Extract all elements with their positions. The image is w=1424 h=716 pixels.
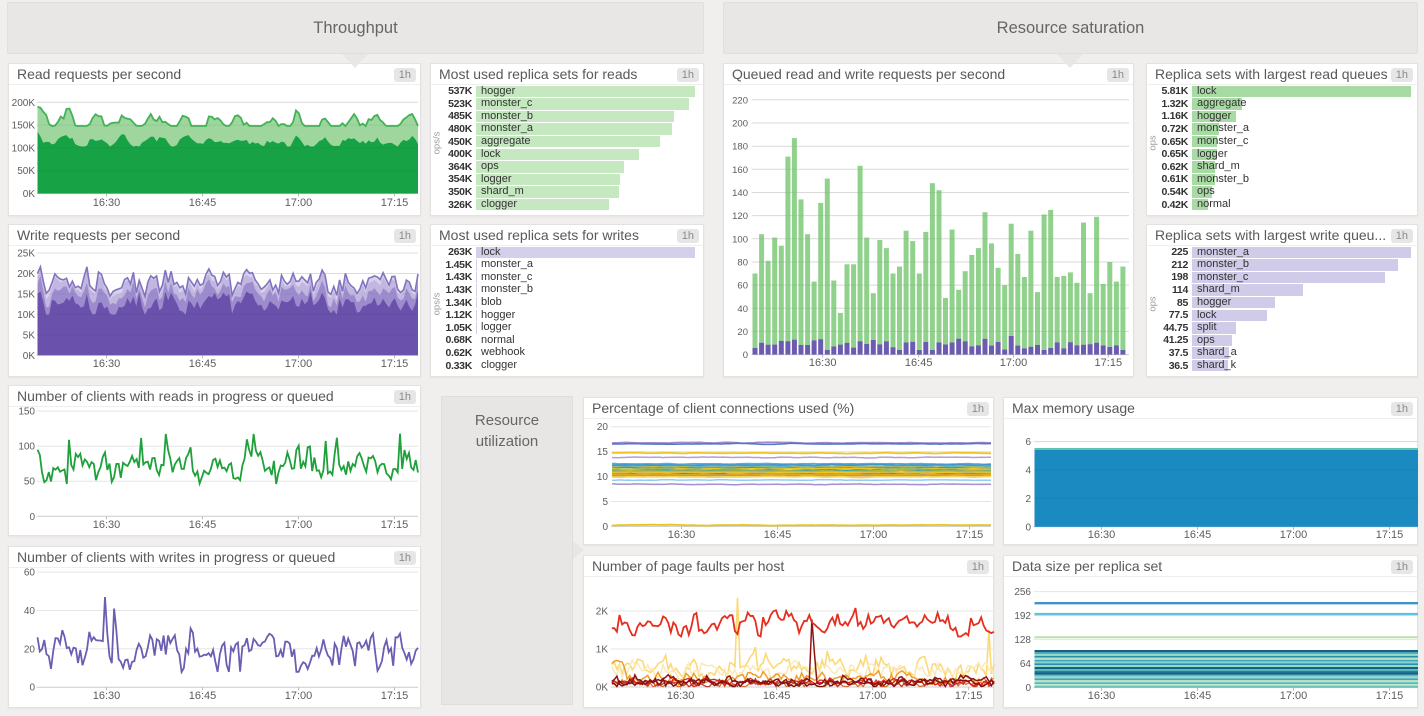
- svg-text:220: 220: [732, 95, 748, 106]
- svg-text:0K: 0K: [23, 189, 36, 200]
- svg-text:128: 128: [1014, 635, 1031, 646]
- svg-text:17:15: 17:15: [381, 197, 409, 209]
- svg-text:17:00: 17:00: [859, 690, 887, 702]
- svg-text:50K: 50K: [17, 166, 35, 177]
- svg-text:16:30: 16:30: [93, 197, 121, 209]
- svg-text:16:45: 16:45: [1184, 529, 1212, 541]
- svg-text:16:45: 16:45: [1184, 690, 1212, 702]
- svg-text:140: 140: [732, 188, 748, 199]
- svg-text:15: 15: [597, 447, 609, 458]
- svg-text:16:30: 16:30: [809, 357, 837, 369]
- svg-text:16:45: 16:45: [905, 357, 933, 369]
- svg-text:17:15: 17:15: [381, 690, 409, 702]
- svg-text:4: 4: [1025, 466, 1031, 477]
- svg-text:100: 100: [732, 234, 748, 245]
- svg-text:16:30: 16:30: [668, 529, 696, 541]
- svg-text:17:00: 17:00: [1280, 690, 1308, 702]
- svg-text:17:15: 17:15: [1376, 690, 1404, 702]
- svg-text:192: 192: [1014, 611, 1031, 622]
- svg-text:200K: 200K: [12, 98, 36, 109]
- svg-text:0K: 0K: [23, 351, 36, 362]
- svg-text:17:00: 17:00: [285, 358, 313, 370]
- svg-text:16:45: 16:45: [189, 358, 217, 370]
- svg-text:0K: 0K: [596, 683, 609, 694]
- svg-text:40: 40: [737, 304, 748, 315]
- svg-text:16:45: 16:45: [189, 690, 217, 702]
- svg-text:100: 100: [18, 442, 35, 453]
- svg-text:160: 160: [732, 165, 748, 176]
- svg-text:100K: 100K: [12, 143, 36, 154]
- svg-text:16:45: 16:45: [189, 197, 217, 209]
- svg-text:16:30: 16:30: [1088, 690, 1116, 702]
- svg-text:17:00: 17:00: [860, 529, 888, 541]
- svg-text:200: 200: [732, 119, 748, 130]
- svg-text:80: 80: [737, 258, 748, 269]
- svg-text:17:00: 17:00: [1000, 357, 1028, 369]
- svg-text:50: 50: [24, 477, 36, 488]
- svg-text:0: 0: [29, 512, 35, 523]
- svg-text:1K: 1K: [596, 645, 609, 656]
- svg-text:17:15: 17:15: [381, 519, 409, 531]
- svg-text:16:30: 16:30: [93, 690, 121, 702]
- svg-text:10: 10: [597, 472, 609, 483]
- svg-text:180: 180: [732, 142, 748, 153]
- svg-text:16:45: 16:45: [763, 690, 791, 702]
- svg-text:0: 0: [1025, 683, 1031, 694]
- svg-text:0: 0: [1025, 522, 1031, 533]
- svg-text:60: 60: [737, 281, 748, 292]
- svg-text:2: 2: [1025, 494, 1031, 505]
- svg-text:20: 20: [24, 644, 36, 655]
- svg-text:40: 40: [24, 606, 36, 617]
- svg-text:16:45: 16:45: [189, 519, 217, 531]
- svg-text:0: 0: [602, 522, 608, 533]
- svg-text:2K: 2K: [596, 607, 609, 618]
- svg-text:25K: 25K: [17, 249, 35, 260]
- svg-text:16:30: 16:30: [1088, 529, 1116, 541]
- svg-text:150: 150: [18, 407, 35, 418]
- svg-text:20: 20: [597, 422, 609, 433]
- svg-text:10K: 10K: [17, 310, 35, 321]
- svg-text:150K: 150K: [12, 121, 36, 132]
- svg-text:20: 20: [737, 327, 748, 338]
- svg-text:256: 256: [1014, 587, 1031, 598]
- svg-text:64: 64: [1020, 659, 1032, 670]
- svg-text:17:00: 17:00: [285, 519, 313, 531]
- svg-text:17:15: 17:15: [955, 690, 983, 702]
- svg-text:17:00: 17:00: [1280, 529, 1308, 541]
- svg-text:16:30: 16:30: [93, 519, 121, 531]
- svg-text:17:15: 17:15: [381, 358, 409, 370]
- svg-text:6: 6: [1025, 437, 1031, 448]
- svg-text:16:45: 16:45: [764, 529, 792, 541]
- svg-text:17:15: 17:15: [1376, 529, 1404, 541]
- svg-text:17:00: 17:00: [285, 197, 313, 209]
- svg-text:120: 120: [732, 211, 748, 222]
- svg-text:17:15: 17:15: [956, 529, 984, 541]
- svg-text:60: 60: [24, 568, 36, 579]
- svg-text:0: 0: [743, 350, 748, 361]
- svg-text:17:15: 17:15: [1095, 357, 1123, 369]
- svg-text:5: 5: [602, 497, 608, 508]
- svg-text:15K: 15K: [17, 289, 35, 300]
- svg-text:16:30: 16:30: [93, 358, 121, 370]
- svg-text:16:30: 16:30: [667, 690, 695, 702]
- svg-text:0: 0: [29, 683, 35, 694]
- svg-text:5K: 5K: [23, 330, 36, 341]
- svg-text:20K: 20K: [17, 269, 35, 280]
- svg-text:17:00: 17:00: [285, 690, 313, 702]
